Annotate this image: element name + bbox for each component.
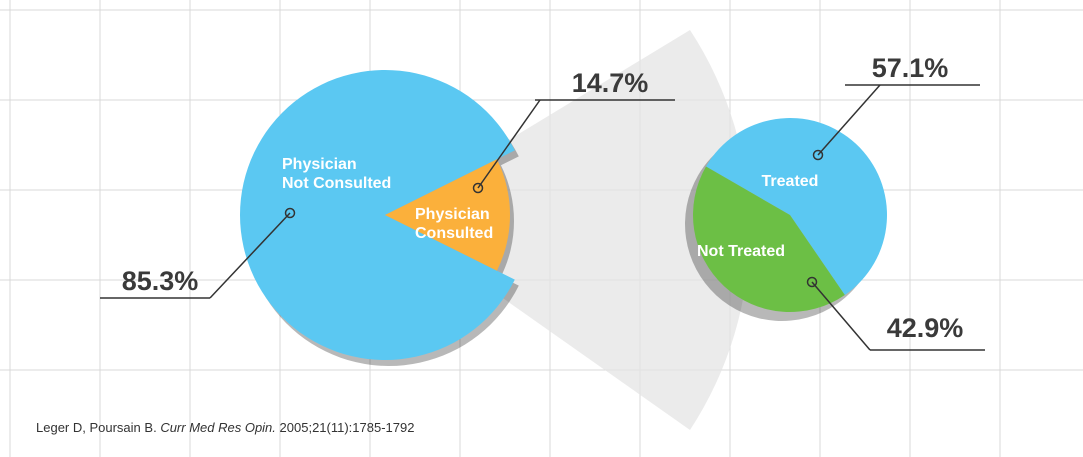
citation-details: 2005;21(11):1785-1792 <box>279 420 415 435</box>
leader-dot <box>472 182 484 194</box>
pie-slice <box>693 166 845 312</box>
leader-dot <box>806 276 818 288</box>
leader-line <box>811 281 871 351</box>
pie-slice <box>705 117 887 295</box>
leader-dot <box>284 207 296 219</box>
value-label: 14.7% <box>572 68 649 98</box>
pies: 85.3% 14.7% 57.1% 42.9% <box>100 53 985 367</box>
leader-dot <box>812 149 824 161</box>
value-label: 85.3% <box>122 266 199 296</box>
slice-label: Physician Consulted <box>415 206 494 242</box>
leader-line <box>477 99 541 189</box>
leader-line <box>209 212 291 299</box>
citation: Leger D, Poursain B. Curr Med Res Opin. … <box>36 420 414 435</box>
citation-authors: Leger D, Poursain B. <box>36 420 157 435</box>
leader-line <box>817 84 881 156</box>
value-label: 42.9% <box>887 313 964 343</box>
slice-label: Physician Not Consulted <box>282 156 392 192</box>
citation-journal: Curr Med Res Opin. <box>160 420 276 435</box>
connector-fan <box>385 30 750 430</box>
slice-label: Not Treated <box>697 243 786 260</box>
pie-slice <box>239 69 515 360</box>
slice-label: Treated <box>761 173 819 190</box>
value-label: 57.1% <box>872 53 949 83</box>
